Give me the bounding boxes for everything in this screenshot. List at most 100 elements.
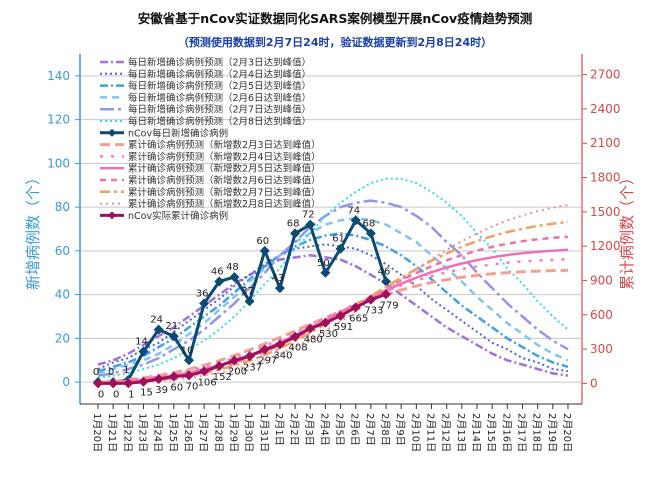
data-point	[274, 339, 285, 350]
data-label: 68	[363, 218, 376, 229]
legend-marker	[108, 128, 116, 137]
data-point	[259, 344, 270, 355]
x-tick-label: 2月5日	[334, 413, 346, 446]
y-right-tick-label: 2100	[590, 136, 621, 150]
y-right-tick-label: 600	[590, 308, 613, 322]
data-label: 46	[378, 267, 391, 278]
data-label: 0	[113, 389, 119, 400]
x-tick-label: 2月2日	[288, 413, 300, 446]
x-tick-label: 1月25日	[167, 413, 179, 452]
y-left-tick-label: 140	[47, 69, 70, 83]
data-point	[93, 378, 103, 389]
x-tick-label: 1月28日	[212, 413, 224, 452]
data-label: 1	[123, 365, 129, 376]
x-tick-label: 1月30日	[243, 413, 255, 452]
data-label: 70	[186, 381, 199, 392]
series-line	[97, 243, 569, 373]
legend-label: 累计确诊病例预测（新增数2月7日达到峰值）	[128, 186, 321, 198]
data-label: 48	[226, 262, 239, 273]
data-label: 200	[228, 367, 247, 378]
x-tick-label: 1月29日	[227, 413, 239, 452]
data-point	[229, 355, 240, 366]
data-label: 68	[287, 218, 300, 229]
data-point	[290, 228, 301, 239]
data-label: 1	[128, 389, 134, 400]
data-label: 106	[198, 377, 217, 388]
data-point	[305, 219, 316, 230]
data-point	[259, 245, 270, 256]
series-line	[97, 199, 569, 377]
legend-label: 每日新增确诊病例预测（2月6日达到峰值）	[128, 92, 311, 104]
x-tick-label: 2月9日	[394, 413, 406, 446]
legend-label: 累计确诊病例预测（新增数2月3日达到峰值）	[128, 139, 321, 151]
data-point	[108, 378, 119, 389]
legend-label: 累计确诊病例预测（新增数2月4日达到峰值）	[128, 151, 321, 163]
y-right-tick-label: 0	[590, 376, 598, 390]
data-label: 480	[304, 335, 323, 346]
x-tick-label: 1月23日	[136, 413, 148, 452]
legend-marker	[108, 211, 116, 220]
data-point	[350, 215, 361, 226]
data-point	[365, 294, 376, 305]
data-label: 36	[196, 288, 209, 299]
data-label: 0	[93, 367, 99, 378]
data-point	[335, 310, 346, 321]
data-label: 60	[170, 383, 183, 394]
x-tick-label: 2月11日	[425, 413, 437, 452]
data-label: 237	[243, 362, 262, 373]
data-label: 530	[319, 329, 338, 340]
data-label: 297	[258, 355, 277, 366]
data-point	[123, 378, 134, 389]
series-line	[97, 232, 569, 373]
data-point	[305, 323, 316, 334]
data-point	[138, 376, 149, 387]
x-tick-label: 2月17日	[515, 413, 527, 452]
x-tick-label: 1月26日	[182, 413, 194, 452]
x-tick-label: 2月4日	[318, 413, 330, 446]
chart-subtitle: （预测使用数据到2月7日24时，验证数据更新到2月8日24时）	[177, 36, 493, 49]
data-point	[274, 283, 285, 294]
x-tick-label: 1月31日	[258, 413, 270, 452]
data-label: 408	[289, 343, 308, 354]
x-tick-label: 1月20日	[91, 413, 103, 452]
data-label: 340	[273, 351, 292, 362]
data-label: 43	[272, 273, 285, 284]
y-left-tick-label: 40	[55, 288, 70, 302]
data-point	[214, 276, 225, 287]
legend-label: 每日新增确诊病例预测（2月4日达到峰值）	[128, 68, 311, 80]
legend-label: 累计确诊病例预测（新增数2月6日达到峰值）	[128, 175, 321, 187]
data-label: 591	[334, 322, 353, 333]
legend-label: 每日新增确诊病例预测（2月7日达到峰值）	[128, 104, 311, 116]
series-line	[97, 177, 569, 379]
data-label: 50	[317, 258, 330, 269]
data-point	[138, 346, 149, 357]
x-tick-label: 2月16日	[500, 413, 512, 452]
data-label: 37	[241, 286, 254, 297]
y-right-tick-label: 900	[590, 273, 613, 287]
data-point	[168, 371, 179, 382]
data-label: 779	[379, 300, 398, 311]
data-point	[153, 324, 164, 335]
legend-label: 每日新增确诊病例预测（2月5日达到峰值）	[128, 80, 311, 92]
series-line	[97, 254, 569, 377]
legend-label: 每日新增确诊病例预测（2月8日达到峰值）	[128, 116, 311, 128]
data-point	[381, 289, 392, 300]
data-point	[320, 317, 331, 328]
y-right-tick-label: 1800	[590, 171, 621, 185]
x-tick-label: 2月3日	[303, 413, 315, 446]
x-tick-label: 2月12日	[440, 413, 452, 452]
data-label: 14	[135, 337, 148, 348]
legend-label: nCov每日新增确诊病例	[128, 127, 228, 139]
y-axis-left-title: 新增病例数（个）	[24, 170, 42, 290]
series-line	[97, 204, 569, 385]
data-point	[229, 272, 240, 283]
y-left-tick-label: 20	[55, 331, 70, 345]
data-point	[183, 370, 194, 381]
x-tick-label: 2月18日	[531, 413, 543, 452]
legend-label: nCov实际累计确诊病例	[128, 210, 228, 222]
y-right-tick-label: 1500	[590, 205, 621, 219]
y-left-tick-label: 0	[62, 375, 70, 389]
y-axis-right-title: 累计病例数（个）	[618, 170, 636, 290]
data-point	[365, 228, 376, 239]
data-point	[320, 267, 331, 278]
